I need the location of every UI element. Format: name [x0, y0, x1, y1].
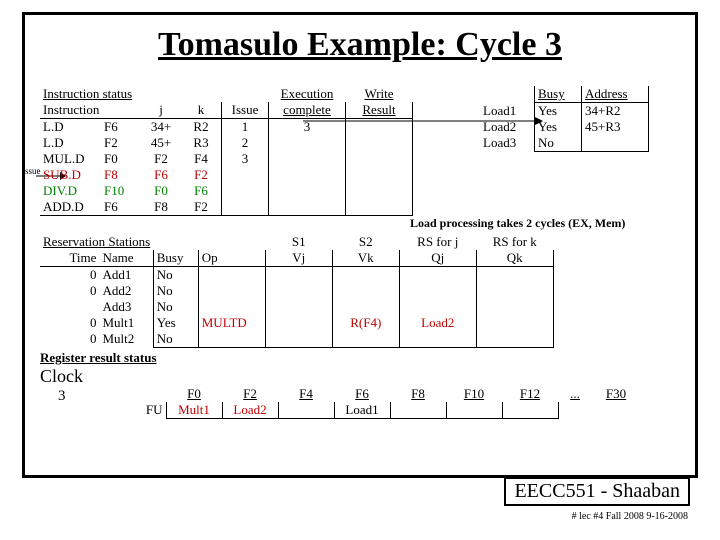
table-row: Load2Yes45+R3	[480, 119, 649, 135]
table-row: SUB.DF8F6F2	[40, 167, 413, 183]
instr-heading: Instruction status	[40, 86, 222, 102]
table-row: Load3No	[480, 135, 649, 152]
register-status-heading: Register result status	[40, 350, 157, 366]
table-row: L.DF634+R213	[40, 119, 413, 136]
footer-main: EECC551 - Shaaban	[504, 477, 690, 506]
processing-note: Load processing takes 2 cycles (EX, Mem)	[410, 216, 625, 231]
table-row: MUL.DF0F2F43	[40, 151, 413, 167]
page-title: Tomasulo Example: Cycle 3	[0, 26, 720, 64]
footer-sub: # lec #4 Fall 2008 9-16-2008	[572, 511, 688, 522]
table-row: 0Add2No	[40, 283, 553, 299]
table-row: Load1Yes34+R2	[480, 103, 649, 120]
table-row: ADD.DF6F8F2	[40, 199, 413, 216]
table-row: 0Add1No	[40, 267, 553, 284]
table-row: 0Mult2No	[40, 331, 553, 348]
clock-label: Clock	[40, 366, 83, 387]
table-row: L.DF245+R32	[40, 135, 413, 151]
table-row: Add3No	[40, 299, 553, 315]
table-row: DIV.DF10F0F6	[40, 183, 413, 199]
register-result-table: F0F2F4F6F8F10F12...F30 FUMult1Load2Load1	[120, 386, 641, 419]
table-row: 0Mult1YesMULTDR(F4)Load2	[40, 315, 553, 331]
load-table: Busy Address Load1Yes34+R2Load2Yes45+R3L…	[480, 86, 649, 152]
reservation-table: Reservation Stations S1 S2 RS for j RS f…	[40, 234, 554, 348]
instruction-status-table: Instruction status Execution Write Instr…	[40, 86, 413, 216]
clock-value: 3	[58, 388, 66, 405]
